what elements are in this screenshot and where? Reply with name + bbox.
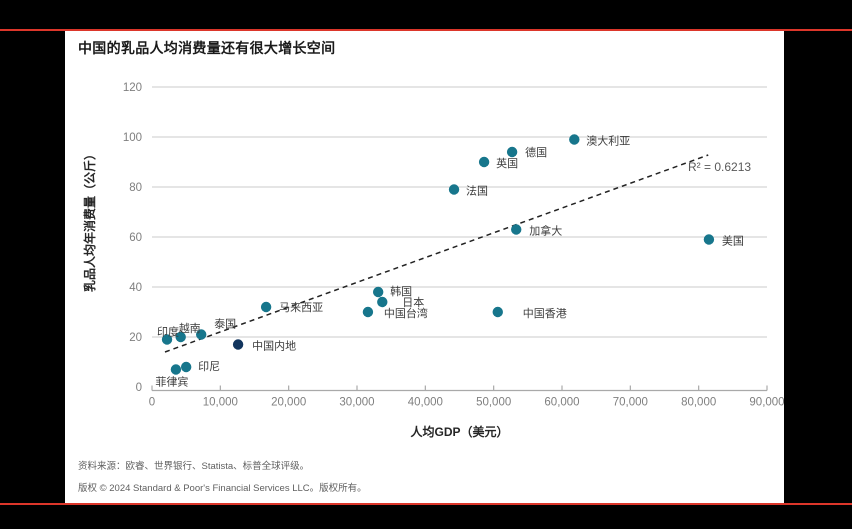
scatter-chart: 0 20 40 60 80 100 120 0 10,000 20,000 30,000 40,000… xyxy=(65,31,785,451)
data-point-label: 越南 xyxy=(179,321,201,335)
data-point-label: 印尼 xyxy=(198,360,220,373)
x-tick-label: 50,000 xyxy=(476,397,511,409)
data-point-8 xyxy=(377,296,388,308)
x-tick-label: 0 xyxy=(149,397,155,409)
y-tick-label: 120 xyxy=(123,82,142,94)
x-tick-label: 20,000 xyxy=(271,397,306,409)
data-point-14 xyxy=(232,339,244,350)
x-tick-label: 60,000 xyxy=(544,397,579,409)
y-axis-title: 乳品人均年消费量（公斤） xyxy=(83,147,97,292)
y-tick-label: 0 xyxy=(136,382,142,394)
data-point-5 xyxy=(703,234,715,245)
data-point-9 xyxy=(362,306,374,318)
data-point-0 xyxy=(569,134,580,145)
data-point-label: 中国内地 xyxy=(252,339,296,353)
data-point-7 xyxy=(372,286,384,298)
y-tick-label: 20 xyxy=(129,332,142,344)
copyright-note: 版权 © 2024 Standard & Poor's Financial Se… xyxy=(78,483,367,494)
data-point-label: 澳大利亚 xyxy=(586,134,630,148)
y-tick-label: 100 xyxy=(123,132,142,144)
data-point-4 xyxy=(511,224,522,235)
trendline xyxy=(164,154,709,353)
x-tick-label: 10,000 xyxy=(203,397,238,409)
data-point-label: 英国 xyxy=(496,156,518,170)
x-tick-label: 80,000 xyxy=(681,397,716,409)
x-tick-label: 40,000 xyxy=(408,397,443,409)
top-red-rule xyxy=(0,29,852,31)
data-point-label: 美国 xyxy=(722,235,744,248)
x-tick-label: 30,000 xyxy=(339,397,374,409)
data-point-label: 加拿大 xyxy=(529,224,562,238)
data-point-10 xyxy=(260,301,272,313)
data-point-label: 德国 xyxy=(525,145,547,159)
data-point-label: 马来西亚 xyxy=(279,301,323,314)
data-point-label: 泰国 xyxy=(214,317,236,331)
y-tick-label: 80 xyxy=(129,182,142,194)
report-figure-panel: 中国的乳品人均消费量还有很大增长空间 0 20 40 60 80 100 120 0 10,00… xyxy=(65,31,785,503)
data-point-label: 韩国 xyxy=(390,284,412,298)
data-point-1 xyxy=(506,146,518,158)
data-point-label: 印度 xyxy=(157,325,179,339)
data-point-16 xyxy=(170,364,182,375)
x-tick-label: 90,000 xyxy=(749,397,784,409)
r-squared-annotation: R² = 0.6213 xyxy=(688,160,752,174)
data-point-6 xyxy=(492,306,503,318)
data-point-label: 法国 xyxy=(466,184,488,198)
bottom-red-rule xyxy=(0,503,852,505)
data-point-label: 中国香港 xyxy=(523,307,567,320)
chart-title: 中国的乳品人均消费量还有很大增长空间 xyxy=(78,40,336,56)
data-point-3 xyxy=(448,184,460,195)
y-tick-label: 40 xyxy=(129,282,142,294)
y-tick-label: 60 xyxy=(129,232,142,244)
source-note: 资料来源：欧睿、世界银行、Statista、标普全球评级。 xyxy=(78,461,310,472)
data-point-12 xyxy=(175,331,186,343)
x-axis-title: 人均GDP（美元） xyxy=(410,425,509,439)
data-point-label: 中国台湾 xyxy=(384,306,428,320)
data-point-2 xyxy=(478,156,490,168)
data-point-label: 菲律宾 xyxy=(155,375,188,389)
x-tick-label: 70,000 xyxy=(613,397,648,409)
data-point-label: 日本 xyxy=(402,295,424,309)
data-point-13 xyxy=(161,334,173,345)
data-point-11 xyxy=(196,329,207,340)
data-point-15 xyxy=(180,361,192,373)
